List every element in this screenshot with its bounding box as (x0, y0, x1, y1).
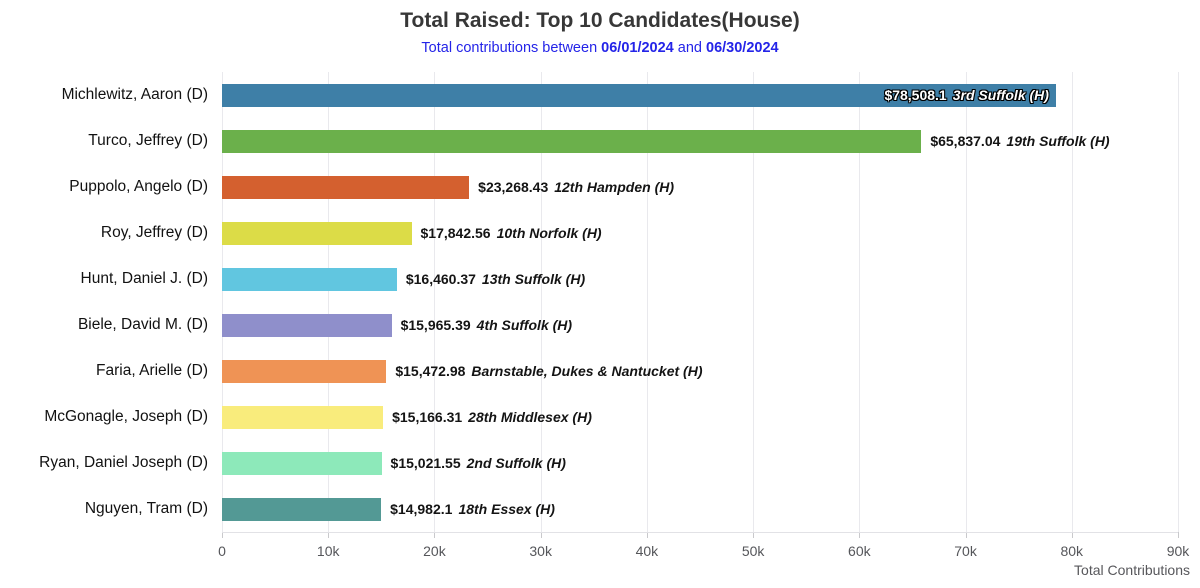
category-label: Puppolo, Angelo (D) (69, 178, 208, 195)
subtitle-prefix: Total contributions between (421, 40, 598, 56)
gridline (1178, 72, 1179, 532)
bar[interactable] (222, 313, 392, 337)
x-axis-tick (1178, 532, 1179, 538)
category-label: Roy, Jeffrey (D) (100, 224, 208, 241)
x-tick-label: 70k (954, 543, 977, 559)
category-label: Michlewitz, Aaron (D) (61, 86, 208, 103)
gridline (434, 72, 436, 532)
gridline (965, 72, 967, 532)
bar[interactable] (222, 405, 384, 429)
district-label: 19th Suffolk (H) (1006, 133, 1110, 149)
amount-label: $14,982.1 (390, 501, 453, 517)
x-axis-tick (753, 532, 755, 538)
chart-subtitle: Total contributions between 06/01/2024 a… (0, 40, 1200, 56)
district-label: Barnstable, Dukes & Nantucket (H) (471, 363, 703, 379)
amount-label: $15,166.31 (392, 409, 463, 425)
x-axis-line (222, 532, 1178, 533)
gridline (540, 72, 542, 532)
value-label: $15,965.39 4th Suffolk (H) (401, 317, 572, 333)
amount-label: $23,268.43 (478, 179, 549, 195)
value-label: $15,472.98 Barnstable, Dukes & Nantucket … (395, 363, 702, 379)
x-tick-label: 80k (1060, 543, 1084, 559)
amount-label: $15,472.98 (395, 363, 466, 379)
x-tick-label: 0 (218, 543, 226, 559)
amount-label: $78,508.1 (884, 87, 947, 103)
bar[interactable] (222, 267, 397, 291)
bar[interactable] (222, 451, 382, 475)
gridline (646, 72, 648, 532)
gridline (1071, 72, 1073, 532)
district-label: 12th Hampden (H) (554, 179, 675, 195)
district-label: 2nd Suffolk (H) (466, 455, 566, 471)
bar[interactable] (222, 129, 922, 153)
x-tick-label: 50k (741, 543, 765, 559)
category-label: Hunt, Daniel J. (D) (80, 270, 208, 287)
x-axis-tick (965, 532, 967, 538)
bar[interactable] (222, 221, 412, 245)
amount-label: $15,965.39 (400, 317, 471, 333)
category-label: Ryan, Daniel Joseph (D) (39, 454, 208, 471)
district-label: 4th Suffolk (H) (476, 317, 573, 333)
category-label: Turco, Jeffrey (D) (88, 132, 208, 149)
district-label: 3rd Suffolk (H) (952, 87, 1049, 103)
bar[interactable] (222, 497, 382, 521)
value-label: $14,982.1 18th Essex (H) (390, 501, 555, 517)
gridline (328, 72, 330, 532)
x-tick-label: 30k (529, 543, 552, 559)
subtitle-end-date: 06/30/2024 (706, 40, 779, 56)
district-label: 18th Essex (H) (458, 501, 555, 517)
value-label: $16,460.37 13th Suffolk (H) (406, 271, 585, 287)
x-tick-label: 60k (848, 543, 871, 559)
x-tick-label: 90k (1166, 543, 1190, 559)
value-label: $23,268.43 12th Hampden (H) (478, 179, 674, 195)
subtitle-start-date: 06/01/2024 (601, 40, 674, 56)
gridline (222, 72, 223, 532)
x-axis-tick (434, 532, 436, 538)
category-label: Biele, David M. (D) (77, 316, 208, 333)
x-axis-tick (222, 532, 223, 538)
x-axis-tick (646, 532, 648, 538)
value-label: $65,837.04 19th Suffolk (H) (930, 133, 1109, 149)
x-tick-label: 40k (635, 543, 659, 559)
category-label: Nguyen, Tram (D) (84, 500, 208, 517)
district-label: 13th Suffolk (H) (481, 271, 586, 287)
category-label: McGonagle, Joseph (D) (44, 408, 208, 425)
x-axis-tick (328, 532, 330, 538)
subtitle-conjunction: and (677, 40, 702, 56)
x-axis-tick (540, 532, 542, 538)
bar[interactable] (222, 175, 470, 199)
gridline (753, 72, 755, 532)
amount-label: $65,837.04 (930, 133, 1001, 149)
bar[interactable] (222, 359, 387, 383)
value-label: $17,842.56 10th Norfolk (H) (421, 225, 602, 241)
amount-label: $15,021.55 (390, 455, 461, 471)
value-label: $15,166.31 28th Middlesex (H) (392, 409, 592, 425)
x-axis-title: Total Contributions (1074, 562, 1190, 578)
district-label: 28th Middlesex (H) (468, 409, 592, 425)
x-tick-label: 10k (316, 543, 340, 559)
district-label: 10th Norfolk (H) (496, 225, 602, 241)
bar[interactable] (222, 83, 1056, 107)
x-tick-label: 20k (423, 543, 446, 559)
value-label: $78,508.1 3rd Suffolk (H) (884, 87, 1049, 103)
amount-label: $16,460.37 (405, 271, 476, 287)
chart-title: Total Raised: Top 10 Candidates(House) (400, 9, 800, 32)
x-axis-tick (859, 532, 861, 538)
gridline (859, 72, 861, 532)
amount-label: $17,842.56 (420, 225, 491, 241)
category-label: Faria, Arielle (D) (96, 362, 208, 379)
value-label: $15,021.55 2nd Suffolk (H) (391, 455, 566, 471)
x-axis-tick (1071, 532, 1073, 538)
